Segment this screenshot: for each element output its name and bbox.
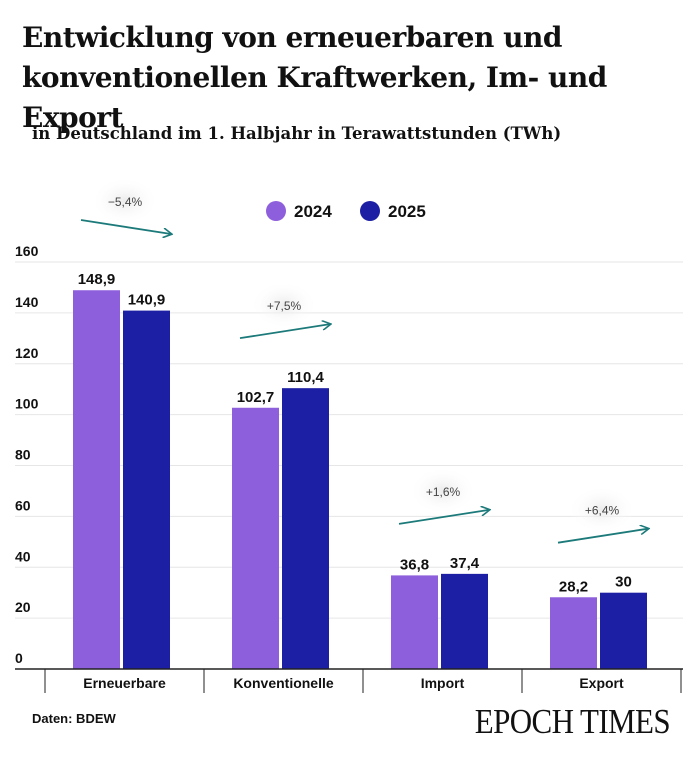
legend-marker-2025 <box>360 201 380 221</box>
bar-value-label: 110,4 <box>287 369 324 386</box>
y-tick-label: 60 <box>15 497 31 513</box>
bar-2025 <box>441 573 488 669</box>
y-tick-label: 120 <box>15 345 39 361</box>
y-tick-label: 80 <box>15 447 31 463</box>
data-source: Daten: BDEW <box>32 711 116 726</box>
y-tick-label: 40 <box>15 548 31 564</box>
annotation-glow <box>250 281 318 330</box>
chart-title: Entwicklung von erneuerbaren und konvent… <box>22 21 607 134</box>
brand-logo: EPOCH TIMES <box>474 701 671 741</box>
x-tick-label: Export <box>579 675 624 691</box>
y-tick-label: 20 <box>15 599 31 615</box>
bar-2025 <box>600 592 647 669</box>
x-tick-label: Import <box>421 675 465 691</box>
bar-2024 <box>232 407 279 669</box>
y-tick-label: 160 <box>15 243 39 259</box>
annotation-glow <box>568 485 636 534</box>
y-tick-label: 100 <box>15 396 39 412</box>
bar-2024 <box>550 597 597 669</box>
change-label: +6,4% <box>585 504 620 518</box>
bar-2024 <box>73 290 120 669</box>
bar-value-label: 36,8 <box>400 556 429 573</box>
legend-marker-2024 <box>266 201 286 221</box>
change-label: +7,5% <box>267 299 302 313</box>
bar-2024 <box>391 575 438 669</box>
bar-chart: 0 20 40 60 80 100 120 140 160 148,9 140,9 Erneuerba… <box>15 177 683 693</box>
x-tick-label: Konventionelle <box>233 675 334 691</box>
bar-value-label: 148,9 <box>78 271 116 288</box>
bar-2025 <box>123 310 170 669</box>
trend-arrow <box>80 219 171 234</box>
y-tick-label: 0 <box>15 650 23 666</box>
trend-arrow <box>557 529 648 544</box>
legend-label: 2024 <box>294 202 332 221</box>
change-label: +1,6% <box>426 485 461 499</box>
annotation-glow <box>91 177 159 225</box>
y-tick-label: 140 <box>15 294 39 310</box>
x-tick-label: Erneuerbare <box>83 675 166 691</box>
legend-label: 2025 <box>388 202 426 221</box>
trend-arrow <box>398 510 489 525</box>
chart-subtitle: in Deutschland im 1. Halbjahr in Terawat… <box>32 124 562 143</box>
bar-value-label: 140,9 <box>128 292 166 309</box>
bar-2025 <box>282 388 329 669</box>
change-label: −5,4% <box>108 195 143 209</box>
trend-arrow <box>239 324 330 340</box>
bar-value-label: 37,4 <box>450 555 480 572</box>
bar-value-label: 28,2 <box>559 578 588 595</box>
bar-value-label: 102,7 <box>237 389 275 406</box>
annotation-glow <box>409 466 477 515</box>
bar-value-label: 30 <box>615 574 632 591</box>
